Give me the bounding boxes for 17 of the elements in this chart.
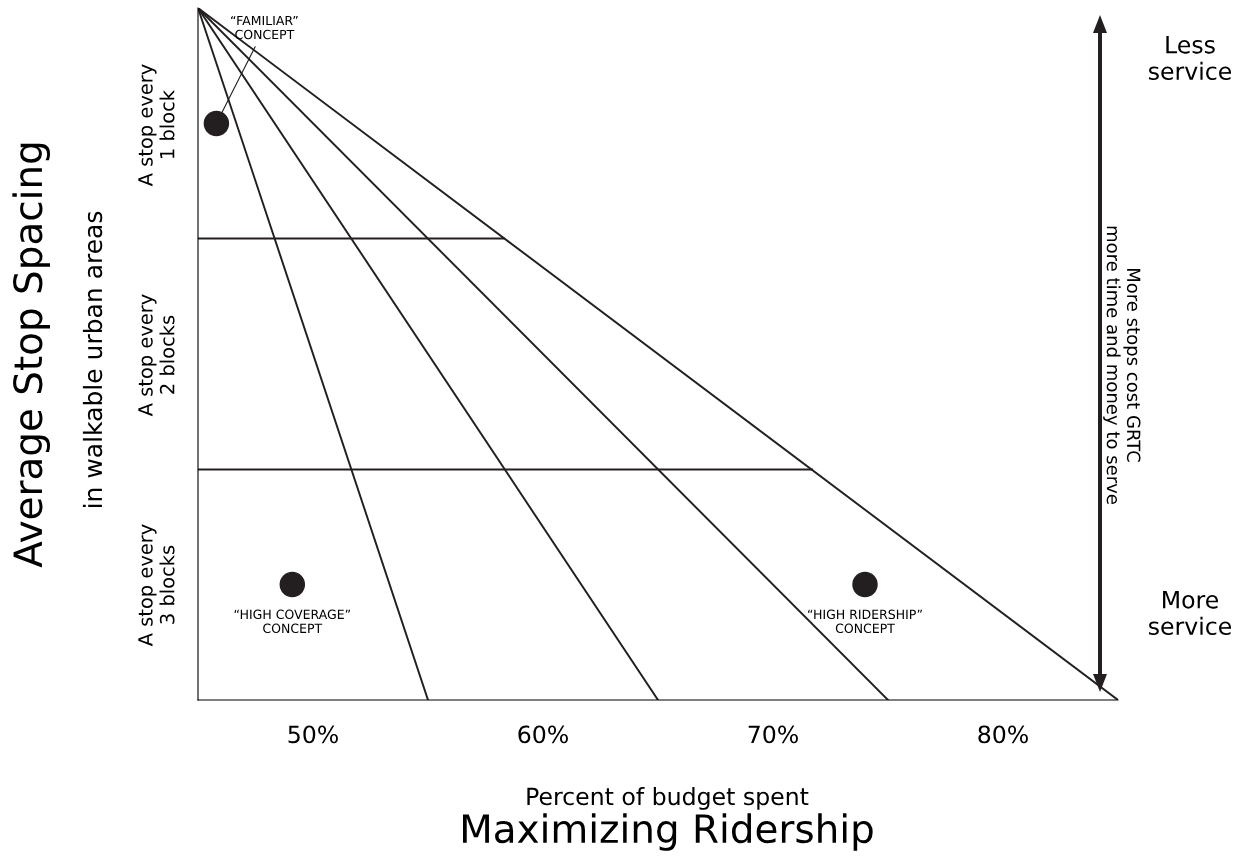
text: A stop every 3 blocks xyxy=(138,524,175,647)
annotation: More stops cost GRTC more time and money to serve xyxy=(1103,226,1141,505)
annotation: “FAMILIAR” CONCEPT xyxy=(231,15,298,40)
text: Maximizing Ridership xyxy=(463,813,873,851)
x-tick-label: 70% xyxy=(748,725,798,744)
text: Less service xyxy=(1148,36,1232,81)
text: A stop every 2 blocks xyxy=(138,294,175,417)
x-tick-label: 50% xyxy=(288,725,338,744)
x-tick-label: 60% xyxy=(518,725,568,744)
x-axis-title: Percent of budget spent xyxy=(527,787,809,810)
annotation: “HIGH COVERAGE” CONCEPT xyxy=(234,609,350,634)
y-axis-title: Average Stop Spacing xyxy=(12,143,50,568)
text: in walkable urban areas xyxy=(82,211,103,508)
text: More service xyxy=(1148,591,1232,636)
annotation: “HIGH RIDERSHIP” CONCEPT xyxy=(808,609,922,634)
x-tick-label: 80% xyxy=(978,725,1028,744)
text: A stop every 1 block xyxy=(138,64,175,187)
